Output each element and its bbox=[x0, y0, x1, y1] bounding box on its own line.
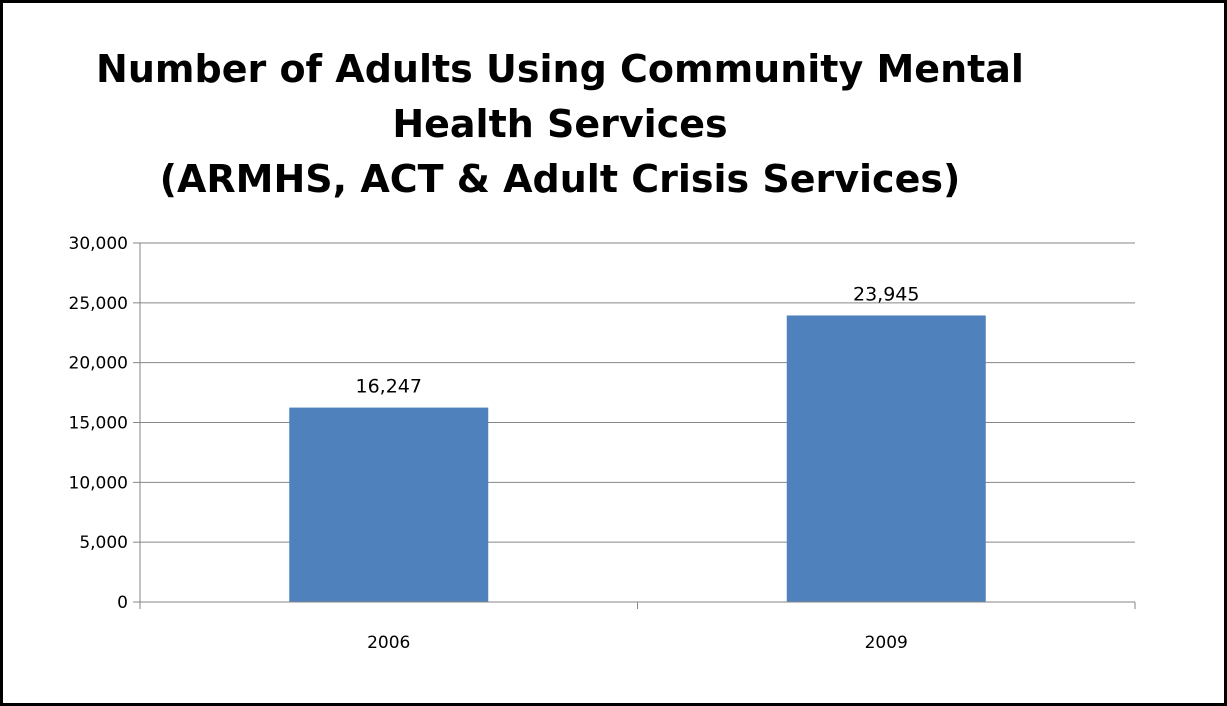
chart-title-line-3: (ARMHS, ACT & Adult Crisis Services) bbox=[159, 157, 961, 201]
data-label: 23,945 bbox=[853, 283, 919, 305]
chart-title-line-1: Number of Adults Using Community Mental bbox=[96, 47, 1024, 91]
y-tick-label: 5,000 bbox=[79, 533, 128, 553]
x-tick-label: 2009 bbox=[865, 633, 908, 653]
bar-2006 bbox=[289, 407, 489, 602]
y-tick-label: 20,000 bbox=[69, 354, 128, 374]
y-tick-label: 0 bbox=[117, 593, 128, 613]
y-tick-label: 15,000 bbox=[69, 414, 128, 434]
data-label: 16,247 bbox=[356, 376, 422, 398]
labels: 0 5,000 10,000 15,000 20,000 25,000 30,000 16,2… bbox=[69, 234, 920, 653]
chart-title: Number of Adults Using Community Mental … bbox=[60, 42, 1060, 207]
y-tick-label: 10,000 bbox=[69, 473, 128, 493]
bars bbox=[289, 315, 986, 602]
y-tick-label: 30,000 bbox=[69, 234, 128, 254]
axes bbox=[133, 242, 1136, 609]
bar-2009 bbox=[786, 315, 986, 602]
y-tick-label: 25,000 bbox=[69, 294, 128, 314]
x-tick-label: 2006 bbox=[367, 633, 410, 653]
chart-title-line-2: Health Services bbox=[392, 102, 728, 146]
